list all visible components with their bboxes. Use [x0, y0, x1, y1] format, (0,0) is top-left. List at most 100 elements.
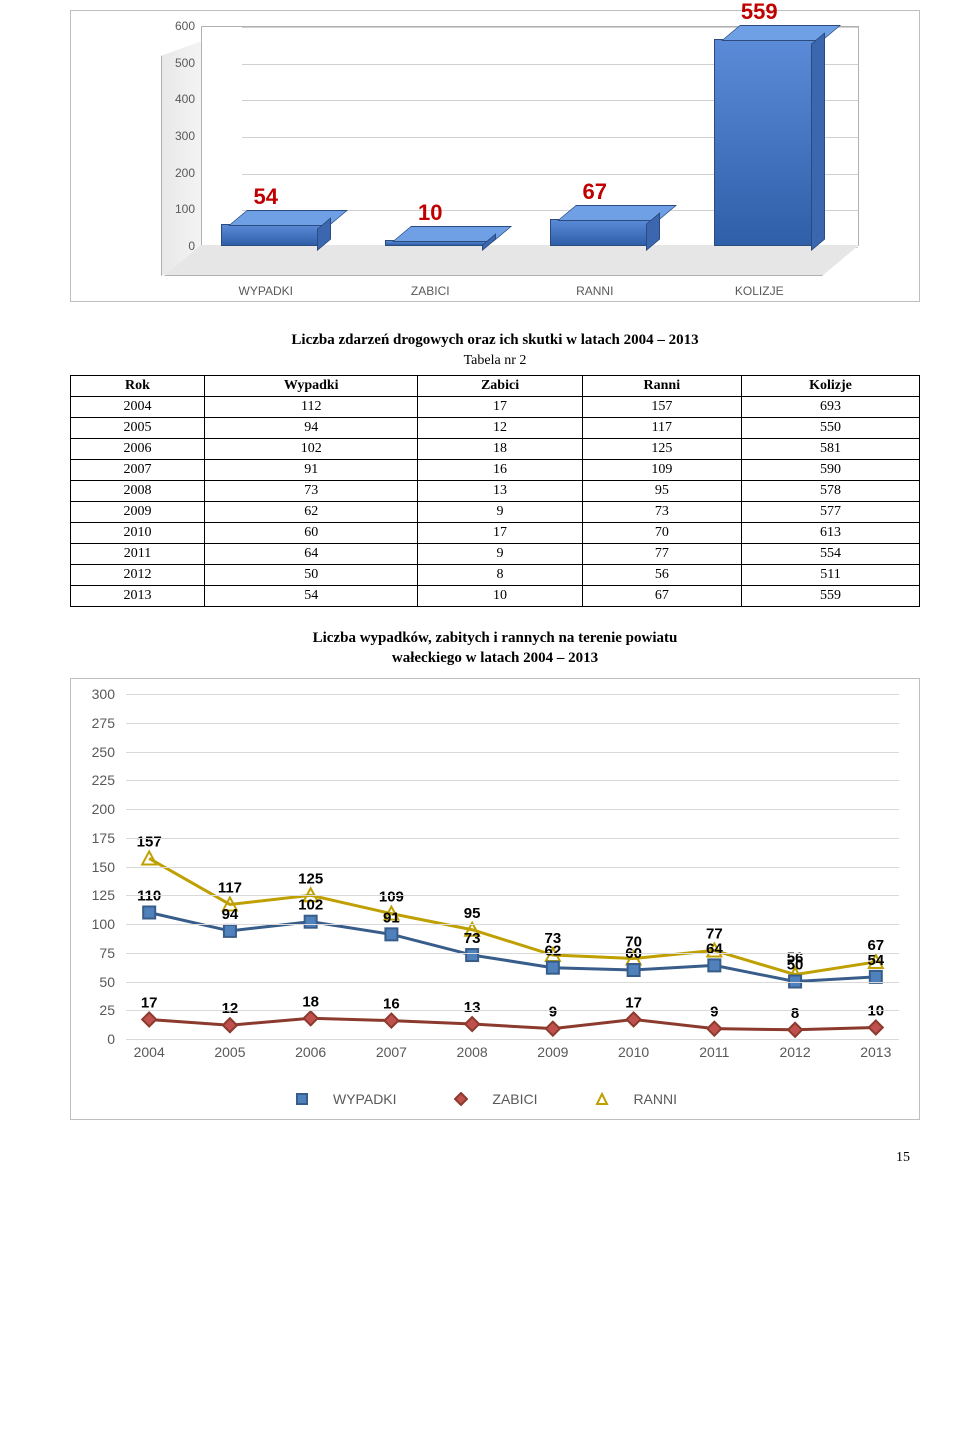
x-axis-label: 2008: [457, 1044, 488, 1060]
legend-wypadki: WYPADKI: [295, 1091, 415, 1107]
table-cell: 77: [582, 544, 741, 565]
table-row: 2013541067559: [71, 586, 920, 607]
table-cell: 73: [204, 481, 418, 502]
table-cell: 95: [582, 481, 741, 502]
table-header-cell: Wypadki: [204, 376, 418, 397]
svg-text:17: 17: [141, 994, 158, 1011]
bar-value: 559: [704, 0, 814, 25]
svg-text:102: 102: [298, 897, 323, 914]
table-row: 201250856511: [71, 565, 920, 586]
table-cell: 60: [204, 523, 418, 544]
caption-line2: wałeckiego w latach 2004 – 2013: [392, 650, 598, 666]
table-cell: 2012: [71, 565, 205, 586]
bar-label: ZABICI: [375, 284, 485, 298]
linechart-caption: Liczba wypadków, zabitych i rannych na t…: [70, 629, 920, 668]
table-row: 200411217157693: [71, 397, 920, 418]
svg-text:8: 8: [791, 1005, 799, 1022]
table-cell: 56: [582, 565, 741, 586]
svg-text:94: 94: [222, 906, 239, 923]
table-body: 2004112171576932005941211755020061021812…: [71, 397, 920, 607]
table-cell: 94: [204, 418, 418, 439]
section-title: Liczba zdarzeń drogowych oraz ich skutki…: [70, 332, 920, 349]
bar-value: 54: [211, 184, 321, 210]
x-axis-label: 2013: [860, 1044, 891, 1060]
table-cell: 54: [204, 586, 418, 607]
x-axis-label: 2006: [295, 1044, 326, 1060]
table-cell: 73: [582, 502, 741, 523]
table-cell: 9: [418, 544, 582, 565]
table-cell: 2004: [71, 397, 205, 418]
data-table: RokWypadkiZabiciRanniKolizje 20041121715…: [70, 375, 920, 607]
table-cell: 62: [204, 502, 418, 523]
table-row: 200962973577: [71, 502, 920, 523]
svg-text:54: 54: [867, 952, 884, 969]
table-cell: 2006: [71, 439, 205, 460]
bar3d-chart: 0100200300400500600 WYPADKI54ZABICI10RAN…: [70, 10, 920, 302]
x-axis-label: 2005: [214, 1044, 245, 1060]
table-cell: 70: [582, 523, 741, 544]
svg-text:12: 12: [222, 1000, 239, 1017]
table-cell: 590: [742, 460, 920, 481]
svg-text:62: 62: [545, 943, 562, 960]
table-cell: 693: [742, 397, 920, 418]
bar-value: 10: [375, 200, 485, 226]
caption-line1: Liczba wypadków, zabitych i rannych na t…: [313, 630, 678, 646]
table-cell: 157: [582, 397, 741, 418]
table-cell: 109: [582, 460, 741, 481]
table-row: 20079116109590: [71, 460, 920, 481]
table-cell: 17: [418, 397, 582, 418]
table-cell: 13: [418, 481, 582, 502]
bar-label: WYPADKI: [211, 284, 321, 298]
legend-wypadki-label: WYPADKI: [333, 1091, 397, 1107]
table-cell: 125: [582, 439, 741, 460]
table-cell: 581: [742, 439, 920, 460]
table-header-cell: Zabici: [418, 376, 582, 397]
x-axis-label: 2011: [699, 1044, 729, 1060]
table-row: 2010601770613: [71, 523, 920, 544]
table-cell: 117: [582, 418, 741, 439]
table-cell: 559: [742, 586, 920, 607]
table-header-row: RokWypadkiZabiciRanniKolizje: [71, 376, 920, 397]
table-cell: 91: [204, 460, 418, 481]
table-cell: 577: [742, 502, 920, 523]
table-cell: 2010: [71, 523, 205, 544]
table-cell: 2008: [71, 481, 205, 502]
legend-ranni-label: RANNI: [633, 1091, 677, 1107]
svg-text:9: 9: [549, 1004, 557, 1021]
table-row: 2008731395578: [71, 481, 920, 502]
table-cell: 550: [742, 418, 920, 439]
svg-text:73: 73: [464, 930, 481, 947]
table-cell: 18: [418, 439, 582, 460]
legend: WYPADKI ZABICI RANNI: [71, 1091, 919, 1109]
bar-label: KOLIZJE: [704, 284, 814, 298]
table-row: 200610218125581: [71, 439, 920, 460]
table-cell: 67: [582, 586, 741, 607]
page-number: 15: [70, 1150, 920, 1166]
table-cell: 2013: [71, 586, 205, 607]
table-cell: 12: [418, 418, 582, 439]
table-cell: 8: [418, 565, 582, 586]
table-cell: 613: [742, 523, 920, 544]
table-cell: 578: [742, 481, 920, 502]
x-axis-label: 2007: [376, 1044, 407, 1060]
svg-text:50: 50: [787, 957, 804, 974]
table-header-cell: Rok: [71, 376, 205, 397]
table-cell: 102: [204, 439, 418, 460]
table-cell: 511: [742, 565, 920, 586]
table-cell: 2007: [71, 460, 205, 481]
table-label: Tabela nr 2: [70, 353, 920, 369]
table-cell: 16: [418, 460, 582, 481]
table-cell: 10: [418, 586, 582, 607]
table-row: 20059412117550: [71, 418, 920, 439]
svg-text:157: 157: [137, 833, 162, 850]
table-cell: 2011: [71, 544, 205, 565]
table-cell: 17: [418, 523, 582, 544]
table-cell: 9: [418, 502, 582, 523]
table-row: 201164977554: [71, 544, 920, 565]
svg-text:18: 18: [302, 993, 319, 1010]
line-chart: 0255075100125150175200225250275300 15711…: [70, 678, 920, 1120]
table-cell: 50: [204, 565, 418, 586]
table-cell: 2005: [71, 418, 205, 439]
legend-zabici: ZABICI: [454, 1091, 555, 1107]
svg-text:109: 109: [379, 889, 404, 906]
